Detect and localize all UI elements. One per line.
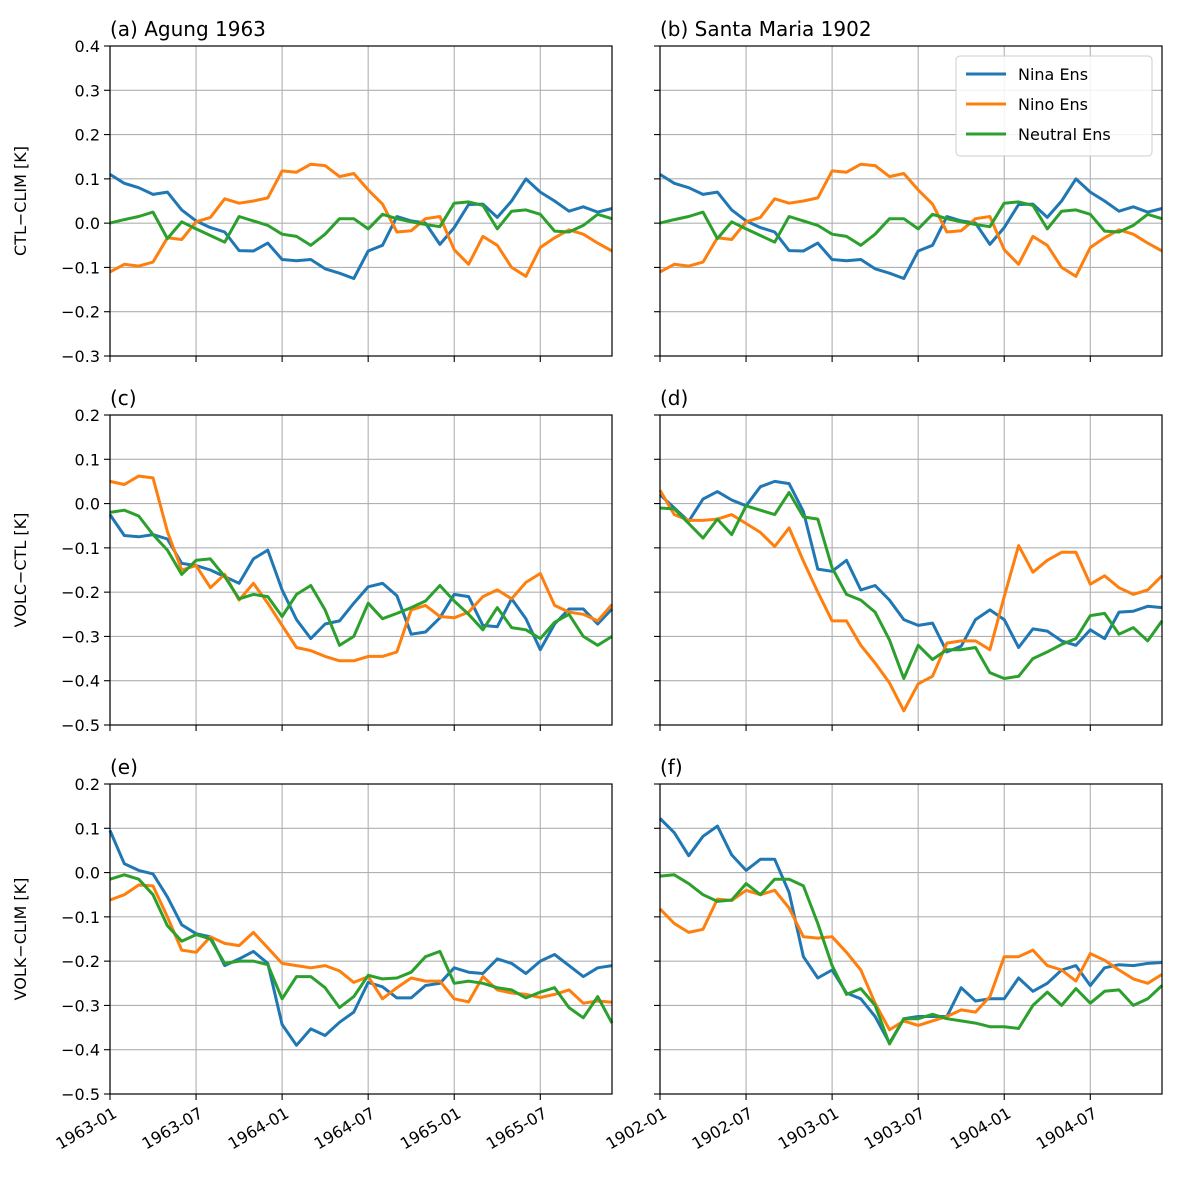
panel-4: (d): [654, 386, 1164, 731]
series-line-nina: [658, 817, 1163, 1045]
panel-3: −0.5 −0.4 −0.3 −0.2 −0.1 0.0 0.1 0.2 (c) VOLC−CTL…: [11, 386, 614, 735]
series-line-nino: [109, 883, 613, 1005]
series-line-nina: [108, 829, 613, 1047]
axes-frame: [109, 45, 613, 357]
x-tick-label: 1965-07: [483, 1103, 550, 1153]
y-tick-label: 0.0: [75, 495, 100, 514]
axes-frame: [659, 783, 1163, 1095]
series-line-nino: [659, 162, 1163, 278]
y-tick-label: 0.4: [75, 37, 100, 56]
axes-frame: [659, 414, 1163, 726]
panel-title: (d): [660, 386, 688, 410]
y-tick-label: −0.4: [61, 1041, 100, 1060]
axes-frame: [109, 414, 613, 726]
y-tick-label: −0.1: [61, 908, 100, 927]
y-axis-label: VOLK−CLIM [K]: [11, 878, 30, 1001]
series-line-neutral: [109, 200, 613, 247]
y-tick-label: −0.1: [61, 258, 100, 277]
y-tick-label: −0.1: [61, 539, 100, 558]
x-tick-label: 1904-07: [1033, 1103, 1100, 1153]
series-line-neutral: [659, 873, 1164, 1046]
series-line-nino: [109, 162, 613, 278]
x-tick-label: 1902-01: [603, 1103, 670, 1153]
x-tick-label: 1904-01: [947, 1103, 1014, 1153]
y-tick-label: 0.1: [75, 819, 100, 838]
y-tick-label: 0.2: [75, 406, 100, 425]
y-tick-label: 0.2: [75, 775, 100, 794]
y-tick-label: −0.2: [61, 583, 100, 602]
series-line-neutral: [109, 508, 613, 647]
series-line-nina: [659, 173, 1163, 280]
panel-title: (c): [110, 386, 137, 410]
axes-frame: [659, 45, 1163, 357]
x-tick-label: 1963-07: [139, 1103, 206, 1153]
x-tick-label: 1902-07: [689, 1103, 756, 1153]
legend: Nina Ens Nino Ens Neutral Ens: [955, 55, 1153, 157]
y-axis-label: VOLC−CTL [K]: [11, 513, 30, 628]
y-tick-label: −0.2: [61, 952, 100, 971]
panel-1: −0.3 −0.2 −0.1 0.0 0.1 0.2 0.3 0.4 (a) Agung 196…: [11, 17, 613, 366]
y-tick-label: −0.5: [61, 1085, 100, 1104]
y-tick-label: 0.1: [75, 170, 100, 189]
y-axis-label: CTL−CLIM [K]: [11, 146, 30, 256]
panel-2: (b) Santa Maria 1902 Nina Ens Nino Ens Neut…: [654, 17, 1163, 362]
y-tick-label: −0.3: [61, 347, 100, 366]
x-tick-label: 1903-01: [775, 1103, 842, 1153]
panel-5: 1963-01 1963-07 1964-01 1964-07 1965-01 1965-…: [11, 755, 614, 1153]
series-line-nino: [658, 888, 1163, 1032]
series-line-nino: [658, 489, 1164, 713]
y-tick-label: −0.2: [61, 303, 100, 322]
x-tick-label: 1965-01: [397, 1103, 464, 1153]
y-tick-label: 0.3: [75, 81, 100, 100]
panel-title: (e): [110, 755, 138, 779]
x-tick-label: 1963-01: [53, 1103, 120, 1153]
y-tick-label: 0.1: [75, 450, 100, 469]
y-tick-label: −0.3: [61, 627, 100, 646]
y-tick-label: 0.0: [75, 214, 100, 233]
series-line-nina: [109, 173, 613, 280]
series-line-nino: [109, 474, 614, 663]
x-tick-label: 1964-07: [311, 1103, 378, 1153]
y-tick-label: −0.3: [61, 996, 100, 1015]
series-line-nina: [108, 513, 614, 652]
legend-label: Neutral Ens: [1018, 125, 1111, 144]
series-line-neutral: [659, 200, 1163, 247]
legend-label: Nina Ens: [1018, 65, 1088, 84]
series-line-nina: [658, 479, 1163, 654]
y-tick-label: −0.5: [61, 716, 100, 735]
panel-title: (a) Agung 1963: [110, 17, 266, 41]
y-tick-label: 0.0: [75, 864, 100, 883]
panel-title: (b) Santa Maria 1902: [660, 17, 872, 41]
panel-title: (f): [660, 755, 683, 779]
x-tick-label: 1964-01: [225, 1103, 292, 1153]
series-line-neutral: [659, 491, 1164, 680]
y-tick-label: −0.4: [61, 672, 100, 691]
legend-label: Nino Ens: [1018, 95, 1088, 114]
legend-box: [955, 55, 1153, 157]
axes-frame: [109, 783, 613, 1095]
y-tick-label: 0.2: [75, 126, 100, 145]
x-tick-label: 1903-07: [861, 1103, 928, 1153]
series-line-neutral: [109, 873, 614, 1024]
panel-6: 1902-01 1902-07 1903-01 1903-07 1904-01 1904-…: [603, 755, 1164, 1153]
